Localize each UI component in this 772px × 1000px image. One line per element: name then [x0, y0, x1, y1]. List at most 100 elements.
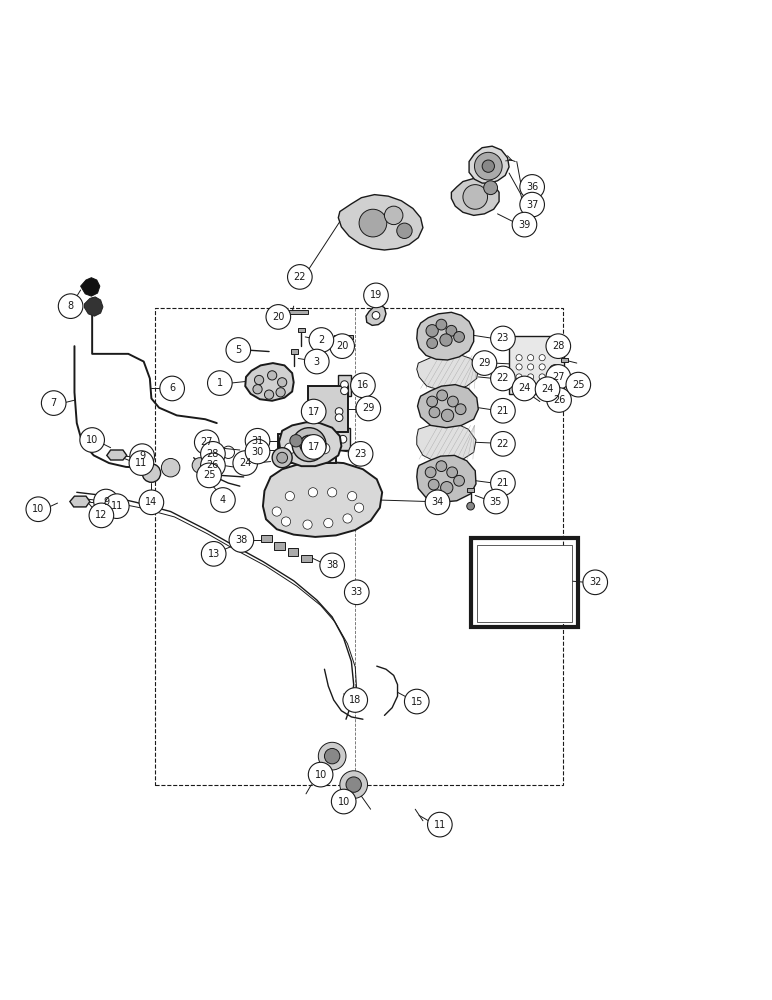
Circle shape — [520, 175, 544, 199]
Text: 26: 26 — [553, 395, 565, 405]
Circle shape — [364, 283, 388, 308]
Bar — [287, 548, 298, 556]
Circle shape — [346, 777, 361, 792]
Circle shape — [304, 349, 329, 374]
Circle shape — [539, 364, 545, 370]
Text: 10: 10 — [314, 770, 327, 780]
Circle shape — [455, 404, 466, 415]
Circle shape — [303, 520, 312, 529]
Circle shape — [516, 374, 522, 380]
Circle shape — [273, 507, 281, 516]
Text: 11: 11 — [110, 501, 123, 511]
Circle shape — [276, 388, 285, 397]
Circle shape — [233, 451, 258, 475]
Text: 28: 28 — [207, 449, 219, 459]
Circle shape — [340, 387, 348, 395]
Circle shape — [528, 344, 540, 356]
Circle shape — [290, 435, 302, 447]
Text: 29: 29 — [362, 403, 374, 413]
Text: 3: 3 — [313, 357, 320, 367]
Circle shape — [42, 391, 66, 415]
Polygon shape — [452, 178, 499, 215]
Circle shape — [527, 355, 533, 361]
Circle shape — [347, 492, 357, 501]
Circle shape — [425, 467, 436, 478]
Circle shape — [436, 319, 447, 330]
Polygon shape — [417, 423, 476, 462]
Circle shape — [442, 409, 454, 422]
Circle shape — [454, 332, 465, 342]
Circle shape — [287, 265, 312, 289]
Polygon shape — [279, 422, 341, 466]
Text: 38: 38 — [326, 560, 338, 570]
Circle shape — [354, 503, 364, 512]
Circle shape — [454, 475, 465, 486]
Circle shape — [59, 294, 83, 318]
Circle shape — [320, 553, 344, 578]
Circle shape — [491, 398, 515, 423]
Text: 31: 31 — [252, 436, 264, 446]
Bar — [467, 488, 475, 492]
Text: 23: 23 — [354, 449, 367, 459]
Text: 6: 6 — [169, 383, 175, 393]
Text: 22: 22 — [496, 439, 510, 449]
Text: 2: 2 — [318, 335, 324, 345]
Text: 19: 19 — [370, 290, 382, 300]
Text: 7: 7 — [51, 398, 57, 408]
Polygon shape — [417, 354, 479, 390]
Text: 18: 18 — [349, 695, 361, 705]
Text: 13: 13 — [208, 549, 220, 559]
Text: 16: 16 — [357, 380, 369, 390]
Circle shape — [255, 375, 264, 385]
Circle shape — [491, 326, 515, 351]
Circle shape — [546, 365, 571, 389]
Circle shape — [350, 373, 375, 398]
Circle shape — [446, 325, 457, 336]
Text: 11: 11 — [434, 820, 446, 830]
Circle shape — [197, 463, 222, 488]
Circle shape — [130, 444, 154, 468]
Circle shape — [324, 748, 340, 764]
Polygon shape — [69, 496, 90, 507]
Circle shape — [161, 458, 180, 477]
Circle shape — [93, 489, 118, 514]
Text: 12: 12 — [95, 510, 107, 520]
Circle shape — [583, 570, 608, 595]
Text: 22: 22 — [293, 272, 306, 282]
Text: 21: 21 — [496, 406, 509, 416]
Bar — [337, 375, 351, 396]
Circle shape — [266, 305, 290, 329]
Circle shape — [160, 376, 185, 401]
Text: 11: 11 — [135, 458, 147, 468]
Circle shape — [343, 688, 367, 712]
Circle shape — [284, 443, 295, 454]
Circle shape — [80, 428, 104, 452]
Polygon shape — [245, 363, 293, 401]
Circle shape — [527, 374, 533, 380]
Circle shape — [547, 388, 571, 412]
Circle shape — [384, 206, 403, 225]
Circle shape — [226, 338, 251, 362]
Circle shape — [448, 396, 459, 407]
Bar — [307, 386, 347, 432]
Text: 5: 5 — [235, 345, 242, 355]
Text: 30: 30 — [252, 447, 264, 457]
Circle shape — [335, 408, 343, 415]
Circle shape — [491, 432, 515, 456]
Text: 26: 26 — [207, 460, 219, 470]
Circle shape — [427, 396, 438, 407]
Polygon shape — [417, 312, 474, 360]
Circle shape — [340, 381, 348, 388]
Circle shape — [89, 503, 113, 528]
Text: 1: 1 — [217, 378, 223, 388]
Circle shape — [273, 448, 292, 468]
Circle shape — [201, 442, 225, 466]
Text: 17: 17 — [307, 407, 320, 417]
Bar — [477, 545, 572, 622]
Polygon shape — [84, 297, 103, 316]
Circle shape — [308, 762, 333, 787]
Circle shape — [301, 399, 326, 424]
Polygon shape — [263, 462, 382, 537]
Polygon shape — [107, 450, 127, 460]
Circle shape — [426, 325, 438, 337]
